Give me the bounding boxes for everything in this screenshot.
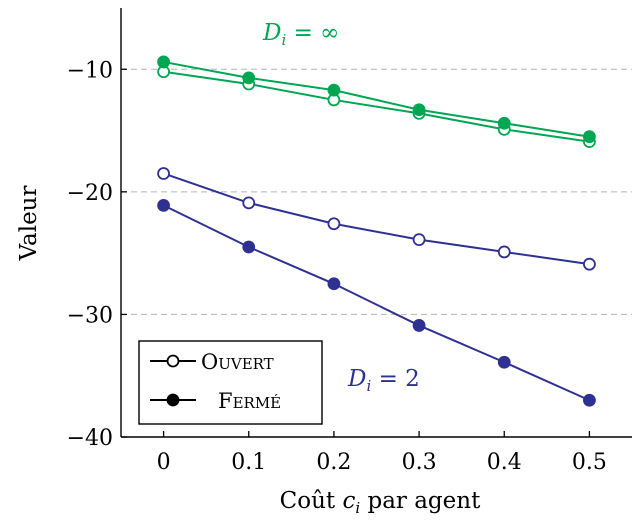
y-tick-label: −30	[67, 303, 113, 328]
data-point	[242, 71, 256, 85]
data-point	[327, 83, 341, 97]
data-point	[583, 393, 596, 407]
data-point	[412, 233, 426, 247]
series-line	[163, 172, 590, 266]
data-point	[497, 355, 511, 369]
data-point	[242, 196, 256, 210]
data-point	[327, 217, 341, 231]
axes	[120, 8, 632, 438]
series-group	[157, 55, 596, 407]
data-point	[497, 245, 511, 259]
data-point	[412, 319, 426, 332]
x-tick-label: 0.5	[572, 450, 607, 475]
legend-marker-ouvert	[166, 354, 180, 368]
y-tick-label: −10	[67, 58, 113, 83]
x-tick-label: 0.4	[487, 450, 522, 475]
data-point	[412, 103, 426, 117]
legend: Ouvert Fermé	[138, 340, 323, 425]
series-line	[163, 60, 590, 138]
annotation-d-2: Di = 2	[347, 366, 420, 395]
tick-labels: −10 −20 −30 −40 0 0.1 0.2 0.3 0.4 0.5	[67, 58, 607, 475]
data-point	[157, 55, 170, 69]
y-tick-label: −40	[67, 426, 113, 451]
data-point	[497, 116, 511, 130]
x-axis-label: Coût ci par agent	[280, 488, 481, 517]
x-tick-label: 0.1	[231, 450, 266, 475]
legend-box	[138, 340, 323, 425]
y-tick-label: −20	[67, 181, 113, 206]
legend-marker-ferme	[166, 393, 180, 407]
series-line	[163, 204, 590, 402]
data-point	[157, 198, 170, 212]
y-axis-label: Valeur	[16, 186, 42, 262]
data-point	[157, 167, 170, 180]
x-tick-label: 0.3	[402, 450, 437, 475]
series-line	[163, 70, 590, 143]
x-tick-label: 0.2	[316, 450, 351, 475]
legend-label-ouvert: Ouvert	[201, 350, 274, 374]
data-point	[327, 277, 341, 291]
data-point	[242, 240, 256, 254]
data-point	[583, 257, 596, 271]
x-tick-label: 0	[157, 450, 171, 475]
annotation-d-inf: Di = ∞	[262, 20, 339, 49]
data-point	[583, 130, 596, 144]
legend-label-ferme: Fermé	[218, 389, 281, 413]
